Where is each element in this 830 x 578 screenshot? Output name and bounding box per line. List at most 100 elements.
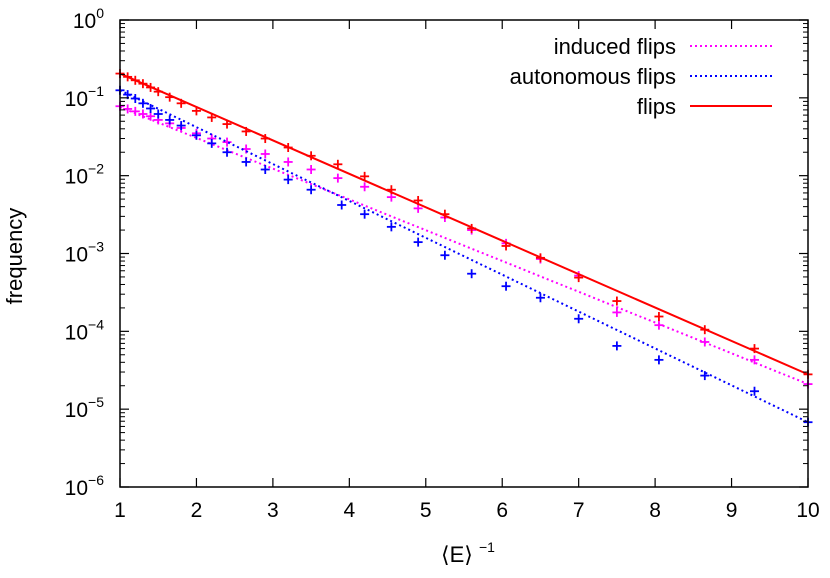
data-point-flips bbox=[413, 195, 423, 205]
data-point-autonomous-flips bbox=[153, 109, 163, 119]
y-tick-exponent: −6 bbox=[88, 472, 104, 488]
y-tick-label: 10−3 bbox=[65, 239, 105, 267]
data-point-induced-flips bbox=[138, 109, 148, 119]
legend-label-autonomous-flips: autonomous flips bbox=[510, 64, 676, 89]
y-tick-base: 10 bbox=[65, 88, 88, 111]
data-point-induced-flips bbox=[222, 137, 232, 147]
data-point-flips bbox=[207, 112, 217, 122]
x-axis-label: ⟨E⟩ −1 bbox=[441, 539, 495, 567]
legend-entry-autonomous-flips: autonomous flips bbox=[510, 64, 772, 89]
data-point-flips bbox=[440, 209, 450, 219]
data-point-induced-flips bbox=[260, 149, 270, 159]
data-point-induced-flips bbox=[283, 157, 293, 167]
data-point-flips bbox=[176, 98, 186, 108]
y-tick-base: 10 bbox=[65, 244, 88, 267]
data-point-flips bbox=[191, 106, 201, 116]
data-point-induced-flips bbox=[612, 307, 622, 317]
data-point-autonomous-flips bbox=[283, 175, 293, 185]
data-point-autonomous-flips bbox=[241, 157, 251, 167]
data-point-flips bbox=[146, 82, 156, 92]
data-point-flips bbox=[153, 87, 163, 97]
x-tick-label: 1 bbox=[114, 499, 126, 522]
legend-entry-flips: flips bbox=[637, 94, 772, 119]
data-point-autonomous-flips bbox=[700, 371, 710, 381]
data-point-flips bbox=[130, 75, 140, 85]
data-point-flips bbox=[123, 72, 133, 82]
data-point-autonomous-flips bbox=[138, 98, 148, 108]
data-point-flips bbox=[260, 134, 270, 144]
data-point-flips bbox=[612, 296, 622, 306]
y-tick-label: 10−5 bbox=[65, 394, 105, 422]
data-point-induced-flips bbox=[749, 355, 759, 365]
x-tick-label: 3 bbox=[267, 499, 279, 522]
data-point-flips bbox=[241, 126, 251, 136]
data-point-flips bbox=[165, 92, 175, 102]
data-point-autonomous-flips bbox=[749, 386, 759, 396]
legend-entry-induced-flips: induced flips bbox=[554, 34, 772, 59]
data-point-flips bbox=[222, 119, 232, 129]
y-tick-exponent: −3 bbox=[88, 239, 104, 255]
data-point-flips bbox=[360, 171, 370, 181]
data-point-autonomous-flips bbox=[337, 200, 347, 210]
data-point-autonomous-flips bbox=[612, 341, 622, 351]
y-tick-label: 10−2 bbox=[65, 161, 105, 189]
data-point-flips bbox=[467, 223, 477, 233]
data-point-autonomous-flips bbox=[191, 130, 201, 140]
y-tick-base: 10 bbox=[65, 477, 88, 500]
y-tick-exponent: 0 bbox=[96, 5, 104, 21]
data-point-flips bbox=[386, 185, 396, 195]
data-point-induced-flips bbox=[146, 111, 156, 121]
data-point-autonomous-flips bbox=[260, 165, 270, 175]
x-axis-label-exponent: −1 bbox=[479, 539, 495, 555]
data-point-autonomous-flips bbox=[535, 293, 545, 303]
x-tick-label: 5 bbox=[420, 499, 432, 522]
data-point-autonomous-flips bbox=[386, 222, 396, 232]
data-point-autonomous-flips bbox=[165, 115, 175, 125]
y-tick-base: 10 bbox=[73, 10, 96, 33]
y-tick-label: 10−4 bbox=[65, 316, 105, 344]
x-tick-label: 2 bbox=[191, 499, 203, 522]
data-point-induced-flips bbox=[333, 173, 343, 183]
x-tick-label: 6 bbox=[496, 499, 508, 522]
y-tick-exponent: −4 bbox=[88, 316, 104, 332]
data-point-autonomous-flips bbox=[306, 185, 316, 195]
data-point-induced-flips bbox=[123, 104, 133, 114]
data-point-autonomous-flips bbox=[222, 147, 232, 157]
x-tick-label: 8 bbox=[649, 499, 661, 522]
data-point-autonomous-flips bbox=[574, 314, 584, 324]
data-point-induced-flips bbox=[700, 337, 710, 347]
y-tick-label: 100 bbox=[73, 5, 104, 33]
data-point-flips bbox=[700, 325, 710, 335]
data-point-autonomous-flips bbox=[440, 250, 450, 260]
fit-line-autonomous-flips bbox=[119, 89, 809, 424]
legend: induced flips autonomous flips flips bbox=[510, 34, 772, 119]
x-axis-label-base: ⟨E⟩ bbox=[441, 542, 473, 567]
data-point-induced-flips bbox=[306, 165, 316, 175]
data-point-flips bbox=[138, 79, 148, 89]
data-point-flips bbox=[333, 159, 343, 169]
data-point-autonomous-flips bbox=[654, 355, 664, 365]
y-tick-exponent: −2 bbox=[88, 161, 104, 177]
data-point-autonomous-flips bbox=[467, 269, 477, 279]
x-tick-label: 9 bbox=[726, 499, 738, 522]
y-tick-label: 10−1 bbox=[65, 83, 105, 111]
data-point-autonomous-flips bbox=[360, 209, 370, 219]
fit-line-flips bbox=[119, 72, 809, 376]
y-tick-base: 10 bbox=[65, 399, 88, 422]
data-point-induced-flips bbox=[413, 203, 423, 213]
y-tick-exponent: −5 bbox=[88, 394, 104, 410]
data-point-autonomous-flips bbox=[413, 237, 423, 247]
data-point-autonomous-flips bbox=[176, 121, 186, 131]
data-point-flips bbox=[501, 241, 511, 251]
y-tick-base: 10 bbox=[65, 321, 88, 344]
legend-label-flips: flips bbox=[637, 94, 676, 119]
x-tick-label: 10 bbox=[796, 499, 819, 522]
data-point-flips bbox=[306, 151, 316, 161]
y-tick-base: 10 bbox=[65, 166, 88, 189]
data-point-flips bbox=[654, 312, 664, 322]
data-point-autonomous-flips bbox=[130, 94, 140, 104]
data-point-flips bbox=[749, 344, 759, 354]
data-point-flips bbox=[283, 143, 293, 153]
